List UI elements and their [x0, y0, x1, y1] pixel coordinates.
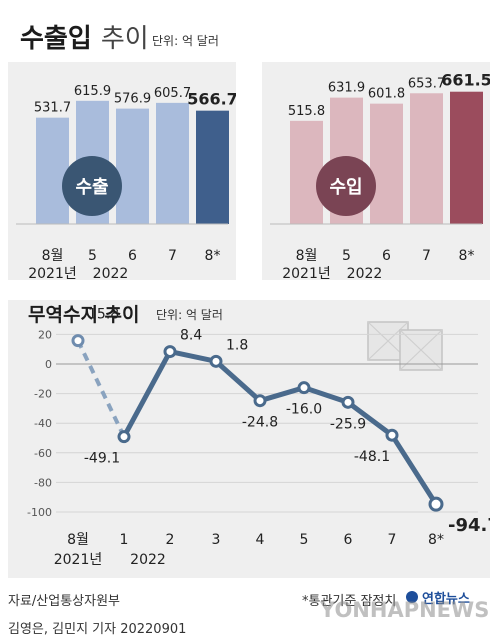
data-point	[163, 345, 177, 359]
x-tick-label: 5	[88, 248, 97, 264]
x-tick-label: 6	[128, 248, 137, 264]
balance-unit: 단위: 억 달러	[156, 308, 223, 322]
bar	[410, 93, 443, 224]
bar-value-label: 601.8	[368, 87, 405, 102]
data-point	[428, 496, 444, 512]
x-tick-label: 8월	[296, 248, 318, 264]
yonhap-logo-mark	[406, 591, 418, 603]
trade-unit: 단위: 억 달러	[152, 34, 219, 48]
x-tick-label: 5	[342, 248, 351, 264]
x-tick-label: 5	[300, 532, 309, 548]
x-tick-label: 7	[168, 248, 177, 264]
x-tick-label: 4	[256, 532, 265, 548]
bar-value-label: 661.5	[441, 71, 490, 90]
point-value-label: 8.4	[180, 328, 202, 344]
balance-line-chart: 20 0 -20 -40 -60 -80 -100 15.8 8월 -49.1 1 8.4 2 1.8 3 -…	[27, 307, 490, 568]
data-point	[71, 334, 85, 348]
bar	[36, 117, 69, 224]
bar-value-label: 576.9	[114, 92, 151, 107]
x-tick-label: 8*	[428, 532, 444, 548]
bar-value-label: 531.7	[34, 101, 71, 116]
import-panel: 515.8 8월 631.9 5 601.8 6 653.7 7 661.5 8* 2021년 202…	[262, 62, 492, 282]
trade-title-suffix: 추이	[100, 24, 149, 54]
trade-title-main: 수출입	[20, 24, 92, 54]
import-bar-chart: 515.8 8월 631.9 5 601.8 6 653.7 7 661.5 8* 2021년 202…	[270, 71, 492, 282]
year-label: 2022	[347, 266, 383, 280]
bar	[116, 108, 149, 224]
data-point	[385, 428, 399, 442]
balance-panel: 무역수지 추이 단위: 억 달러 20 0 -20 -40 -60 -80 -100 15.8…	[8, 300, 490, 578]
panel-badge-circle	[62, 156, 122, 216]
x-tick-label: 7	[388, 532, 397, 548]
year-label: 2022	[93, 266, 129, 280]
y-tick-label: 0	[45, 358, 52, 371]
x-tick-label: 6	[344, 532, 353, 548]
bar	[370, 103, 403, 224]
bar-value-label: 653.7	[408, 76, 445, 91]
panel-badge-circle	[316, 156, 376, 216]
series-line	[121, 349, 439, 506]
export-panel: 531.7 8월 615.9 5 576.9 6 605.7 7 566.7 8* 2021년 202…	[8, 62, 238, 282]
data-point	[209, 354, 223, 368]
bar-value-label: 566.7	[187, 90, 236, 109]
y-tick-label: -60	[34, 447, 52, 460]
point-value-label: -24.8	[242, 415, 278, 431]
point-value-label: -25.9	[330, 416, 366, 432]
balance-title: 무역수지 추이	[28, 304, 140, 326]
bar-value-label: 515.8	[288, 104, 325, 119]
year-label: 2022	[130, 552, 166, 568]
data-point	[117, 430, 131, 444]
credit-text: 김영은, 김민지 기자 20220901	[8, 622, 187, 637]
data-point	[297, 381, 311, 395]
bar-value-label: 605.7	[154, 86, 191, 101]
bar	[156, 102, 189, 224]
yonhap-logo-korean: 연합뉴스	[422, 592, 470, 607]
x-tick-label: 8*	[459, 248, 475, 264]
year-label: 2021년	[282, 266, 331, 280]
year-label: 2021년	[28, 266, 77, 280]
x-tick-label: 8월	[42, 248, 64, 264]
bar	[450, 91, 483, 224]
note-text: *통관기준 잠정치	[302, 594, 397, 609]
y-tick-label: -100	[27, 506, 52, 519]
x-tick-label: 7	[422, 248, 431, 264]
bar-value-label: 615.9	[74, 84, 111, 99]
data-point	[341, 395, 355, 409]
y-tick-label: 20	[38, 328, 52, 341]
point-value-label: 15.8	[88, 307, 119, 323]
series-line-dashed	[76, 339, 126, 438]
x-tick-label: 8월	[67, 532, 89, 548]
bar	[290, 120, 323, 224]
point-value-label: -48.1	[354, 449, 390, 465]
bar	[196, 110, 229, 224]
bar-value-label: 631.9	[328, 81, 365, 96]
x-tick-label: 3	[212, 532, 221, 548]
panel-badge-label: 수출	[75, 177, 108, 198]
point-value-label: 1.8	[226, 337, 248, 353]
y-tick-label: -40	[34, 417, 52, 430]
year-label: 2021년	[54, 552, 103, 568]
point-value-label: -16.0	[286, 402, 322, 418]
panel-badge-label: 수입	[329, 176, 362, 198]
data-point	[253, 394, 267, 408]
crate-slat	[399, 329, 443, 371]
crate-slat	[367, 321, 409, 361]
x-tick-label: 2	[166, 532, 175, 548]
trade-title: 수출입 추이	[20, 18, 149, 55]
y-tick-label: -80	[34, 476, 52, 489]
export-bar-chart: 531.7 8월 615.9 5 576.9 6 605.7 7 566.7 8* 2021년 202…	[16, 84, 238, 282]
point-value-label: -49.1	[84, 451, 120, 467]
watermark: YONHAPNEWS	[320, 598, 490, 622]
y-tick-label: -20	[34, 388, 52, 401]
crate-icon	[367, 321, 443, 371]
x-tick-label: 1	[120, 532, 129, 548]
source-text: 자료/산업통상자원부	[8, 594, 121, 609]
x-tick-label: 8*	[205, 248, 221, 264]
x-tick-label: 6	[382, 248, 391, 264]
point-value-label: -94.7	[448, 515, 490, 536]
